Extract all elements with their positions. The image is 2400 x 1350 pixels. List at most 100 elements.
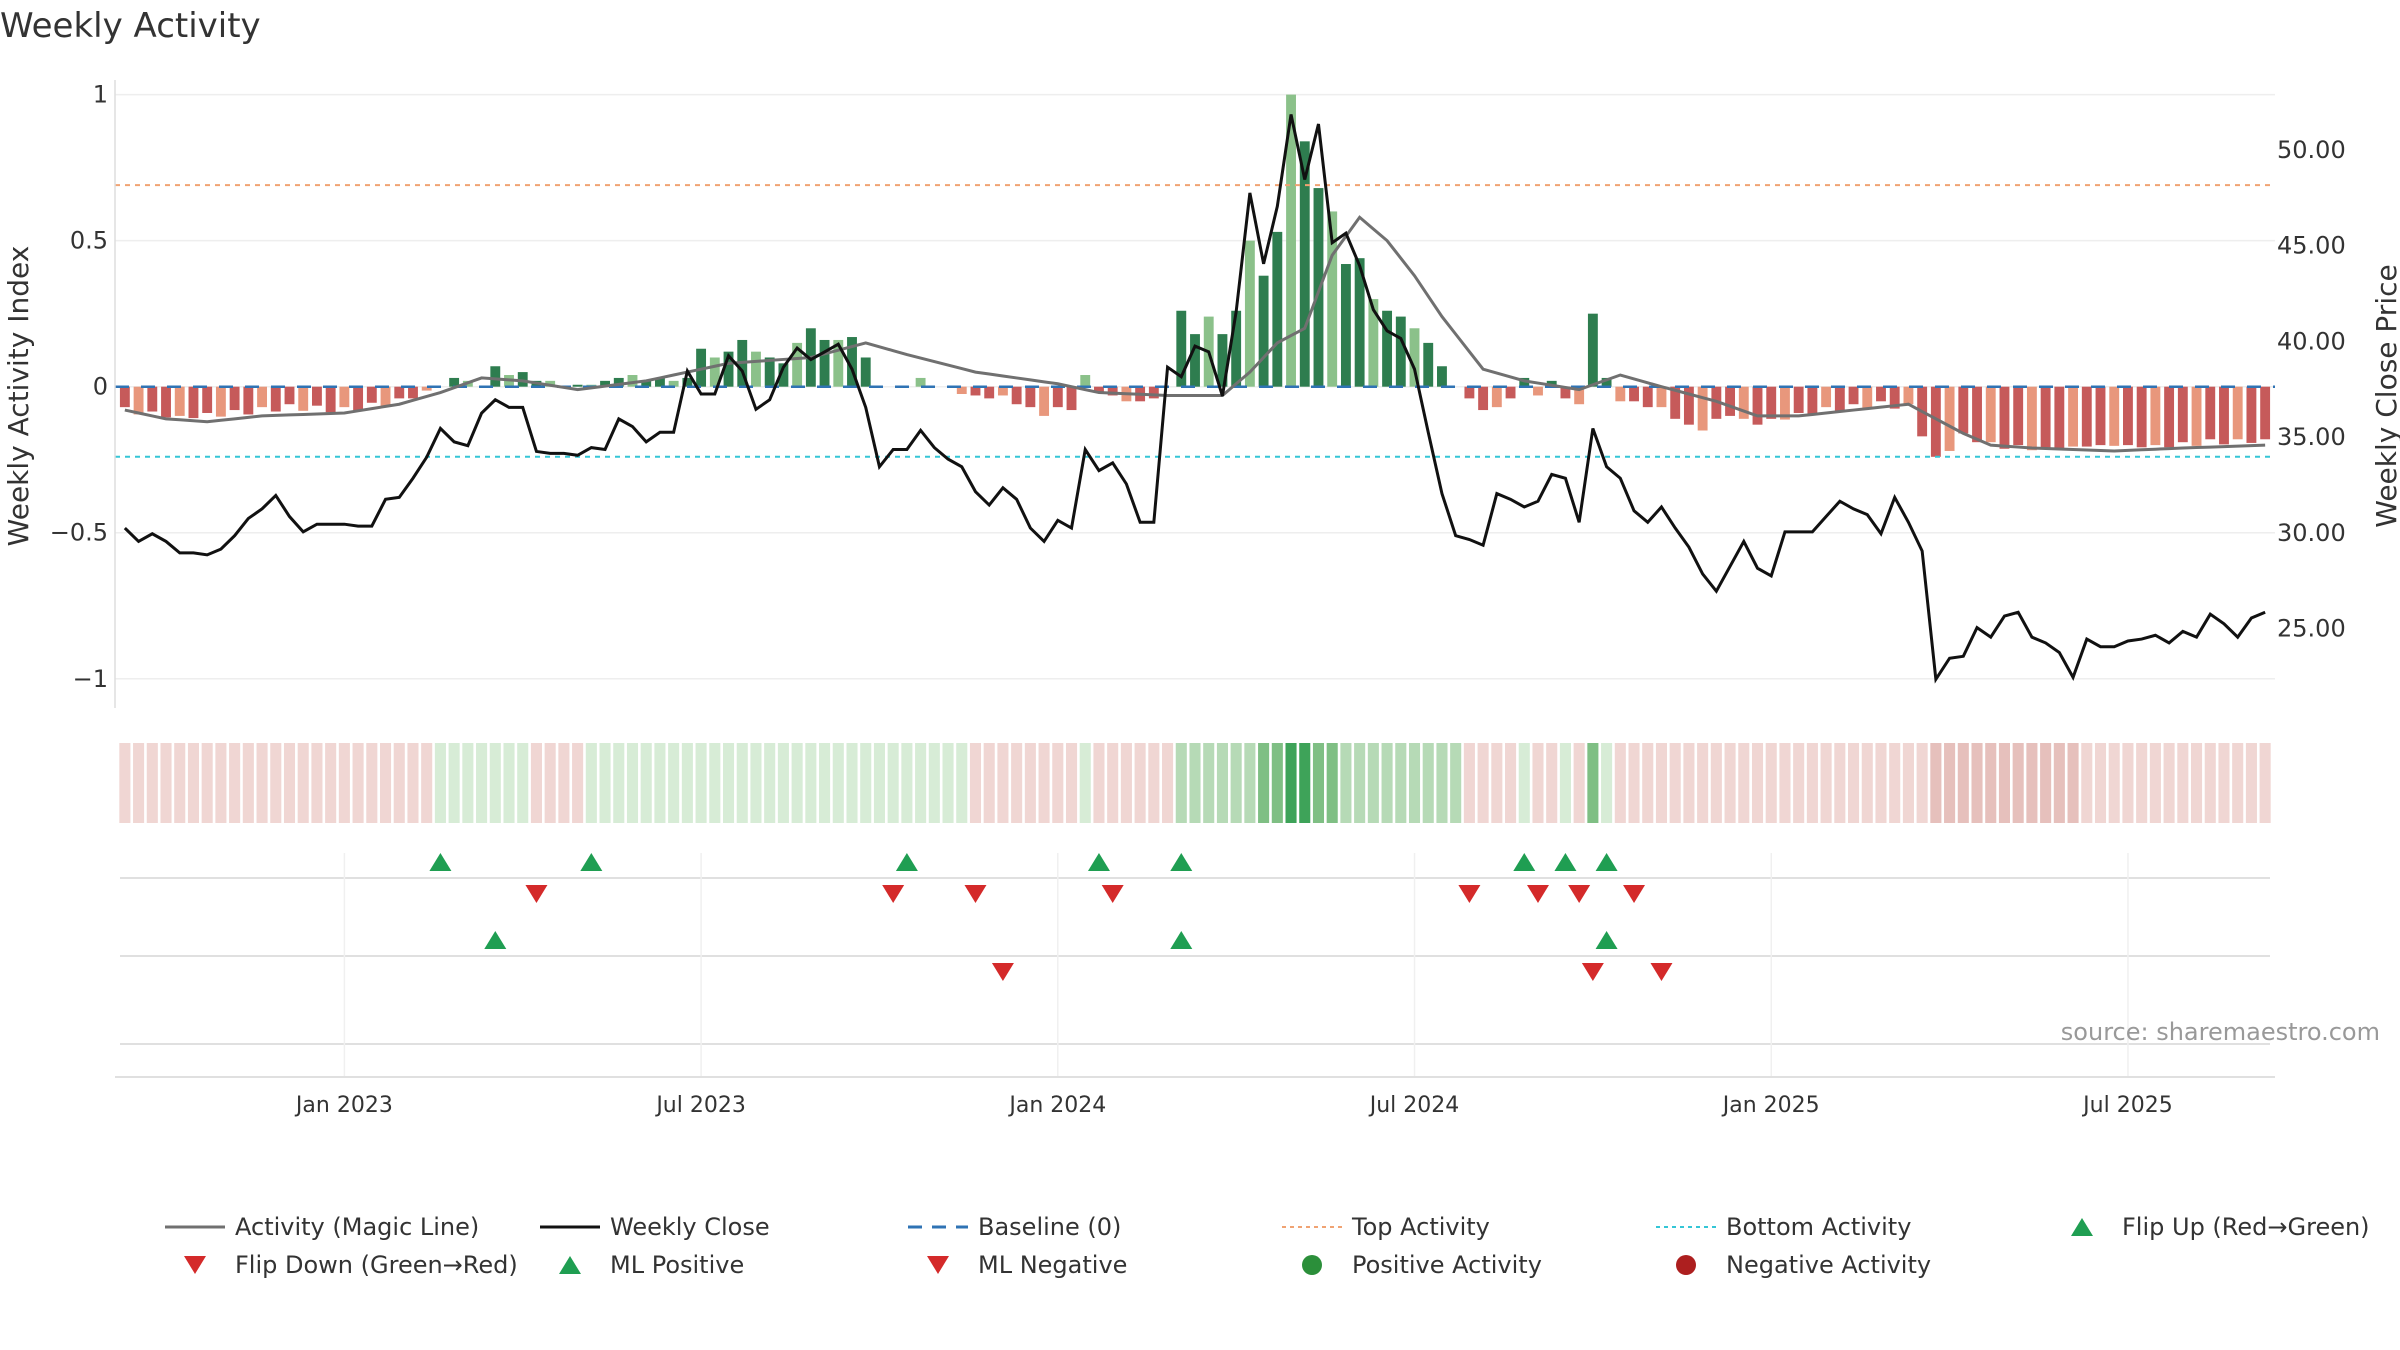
activity-bar	[1094, 386, 1104, 393]
activity-band-cell	[1395, 743, 1407, 823]
flip-up-marker	[895, 853, 918, 871]
activity-bar	[298, 386, 309, 411]
activity-band-cell	[997, 743, 1009, 823]
y-tick-left-label: 0.5	[70, 227, 108, 255]
activity-bar	[1464, 386, 1475, 399]
activity-band-cell	[1052, 743, 1064, 823]
activity-band-cell	[2149, 743, 2161, 823]
activity-band-cell	[1463, 743, 1475, 823]
activity-band-cell	[1477, 743, 1489, 823]
activity-band-cell	[969, 743, 982, 823]
activity-bar	[1697, 386, 1708, 431]
legend-item: Flip Up (Red→Green)	[2052, 1210, 2370, 1244]
activity-band-cell	[1614, 743, 1626, 823]
activity-band-cell	[1889, 743, 1901, 823]
activity-band-cell	[750, 743, 762, 823]
activity-bar	[1340, 264, 1351, 387]
ml-positive-marker	[1170, 931, 1193, 949]
activity-bar	[997, 386, 1008, 396]
activity-band	[119, 743, 2271, 823]
flip-markers	[429, 853, 1673, 981]
legend-symbol-shape	[2071, 1218, 2093, 1236]
activity-band-cell	[1669, 743, 1681, 823]
activity-bar	[1889, 386, 1900, 409]
activity-band-cell	[1944, 743, 1956, 823]
activity-band-cell	[1299, 743, 1311, 823]
activity-band-cell	[2094, 743, 2107, 823]
activity-bar	[1738, 386, 1749, 419]
activity-bar	[2219, 386, 2229, 445]
activity-bar	[1107, 386, 1118, 396]
activity-bar	[161, 386, 171, 418]
activity-band-cell	[1120, 743, 1132, 823]
flip-up-marker	[429, 853, 452, 871]
y-tick-right-label: 50.00	[2277, 136, 2346, 164]
activity-band-cell	[352, 743, 364, 823]
activity-bar	[1944, 386, 1955, 451]
weekly-close-line	[123, 114, 2266, 684]
activity-bar	[1395, 316, 1406, 387]
activity-bar	[1972, 386, 1982, 443]
activity-bar	[1478, 386, 1489, 411]
activity-bar	[1244, 240, 1255, 387]
activity-bar	[2109, 386, 2120, 446]
activity-bar	[1327, 211, 1338, 387]
activity-band-cell	[489, 743, 501, 823]
activity-bar	[819, 339, 830, 387]
activity-band-cell	[585, 743, 597, 823]
legend-symbol-icon	[540, 1225, 600, 1229]
activity-bar	[353, 386, 364, 411]
activity-band-cell	[1697, 743, 1709, 823]
legend-item: Baseline (0)	[908, 1210, 1121, 1244]
activity-band-cell	[2081, 743, 2093, 823]
activity-band-cell	[1930, 743, 1942, 823]
activity-band-cell	[366, 743, 378, 823]
activity-bar	[860, 357, 871, 387]
ml-positive-marker	[484, 931, 507, 949]
legend-label: Flip Down (Green→Red)	[235, 1251, 518, 1279]
flip-up-marker	[1595, 853, 1618, 871]
activity-bar	[915, 377, 926, 387]
activity-bar	[1052, 386, 1063, 408]
activity-bar	[202, 386, 213, 413]
activity-bar	[2026, 386, 2037, 451]
legend-symbol-icon	[1282, 1226, 1342, 1228]
grid-layer	[115, 93, 2275, 1077]
activity-band-cell	[530, 743, 542, 823]
activity-band-cell	[146, 743, 158, 823]
legend-symbol-shape	[559, 1256, 581, 1274]
legend-symbol-icon	[2071, 1218, 2093, 1236]
flip-down-marker	[1526, 885, 1549, 903]
activity-band-cell	[544, 743, 556, 823]
activity-bar	[1190, 334, 1200, 387]
activity-bar	[723, 351, 734, 387]
x-tick-label: Jul 2023	[654, 1093, 746, 1118]
activity-bar	[1409, 328, 1420, 387]
activity-band-cell	[1340, 743, 1352, 823]
ml-positive-marker	[1595, 931, 1618, 949]
y-tick-right-label: 30.00	[2277, 519, 2346, 547]
activity-band-cell	[434, 743, 446, 823]
activity-bar	[174, 386, 185, 416]
activity-band-cell	[1216, 743, 1228, 823]
activity-band-cell	[1820, 743, 1832, 823]
activity-band-cell	[393, 743, 405, 823]
activity-band-cell	[503, 743, 515, 823]
activity-bar	[2205, 386, 2216, 440]
activity-band-cell	[873, 743, 885, 823]
activity-band-cell	[2136, 743, 2148, 823]
legend-label: Flip Up (Red→Green)	[2122, 1213, 2370, 1241]
activity-band-cell	[695, 743, 707, 823]
activity-band-cell	[1765, 743, 1777, 823]
legend-label: Positive Activity	[1352, 1251, 1542, 1279]
activity-bar	[1683, 386, 1694, 425]
activity-bar	[490, 366, 501, 387]
activity-band-cell	[1312, 743, 1325, 823]
legend-symbol-icon	[908, 1225, 968, 1229]
activity-band-cell	[1491, 743, 1503, 823]
activity-band-cell	[558, 743, 570, 823]
activity-band-cell	[983, 743, 995, 823]
legend-symbol-icon	[1676, 1255, 1696, 1275]
legend-symbol-icon	[559, 1256, 581, 1274]
activity-bar	[2095, 386, 2106, 446]
